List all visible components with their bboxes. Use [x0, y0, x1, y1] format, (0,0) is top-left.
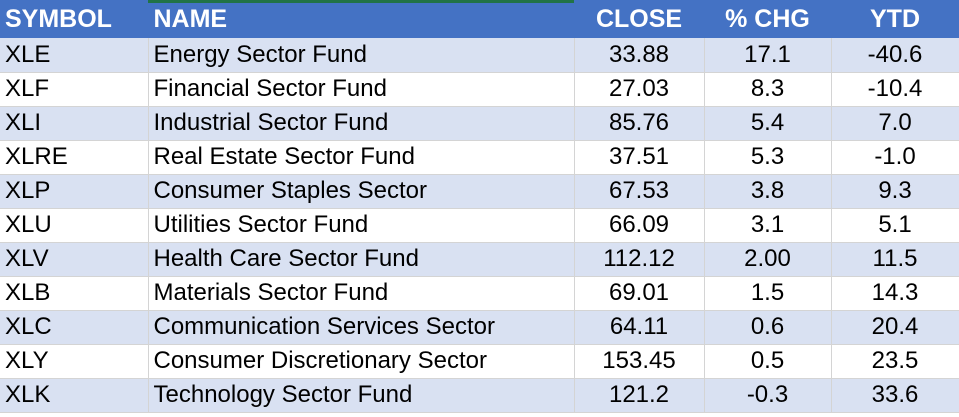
cell-pct-chg[interactable]: 8.3 — [704, 72, 832, 107]
cell-ytd[interactable]: 23.5 — [831, 344, 959, 379]
cell-close[interactable]: 112.12 — [574, 242, 705, 277]
cell-ytd[interactable]: 33.6 — [831, 378, 959, 413]
table-row: XLF Financial Sector Fund 27.03 8.3 -10.… — [0, 72, 959, 107]
cell-close[interactable]: 66.09 — [574, 208, 705, 243]
cell-ytd[interactable]: -1.0 — [831, 140, 959, 175]
table-row: XLU Utilities Sector Fund 66.09 3.1 5.1 — [0, 208, 959, 243]
cell-ytd[interactable]: 5.1 — [831, 208, 959, 243]
cell-symbol[interactable]: XLP — [0, 174, 149, 209]
cell-symbol[interactable]: XLI — [0, 106, 149, 141]
header-ytd[interactable]: YTD — [831, 0, 959, 38]
cell-close[interactable]: 37.51 — [574, 140, 705, 175]
cell-ytd[interactable]: 7.0 — [831, 106, 959, 141]
cell-pct-chg[interactable]: 2.00 — [704, 242, 832, 277]
cell-ytd[interactable]: 11.5 — [831, 242, 959, 277]
cell-name[interactable]: Energy Sector Fund — [148, 38, 575, 73]
cell-pct-chg[interactable]: 5.4 — [704, 106, 832, 141]
cell-close[interactable]: 67.53 — [574, 174, 705, 209]
cell-name[interactable]: Health Care Sector Fund — [148, 242, 575, 277]
cell-ytd[interactable]: 14.3 — [831, 276, 959, 311]
cell-close[interactable]: 69.01 — [574, 276, 705, 311]
cell-name[interactable]: Real Estate Sector Fund — [148, 140, 575, 175]
table-row: XLP Consumer Staples Sector 67.53 3.8 9.… — [0, 174, 959, 209]
table-row: XLI Industrial Sector Fund 85.76 5.4 7.0 — [0, 106, 959, 141]
cell-ytd[interactable]: 20.4 — [831, 310, 959, 345]
cell-pct-chg[interactable]: 3.8 — [704, 174, 832, 209]
table-row: XLY Consumer Discretionary Sector 153.45… — [0, 344, 959, 379]
cell-ytd[interactable]: -10.4 — [831, 72, 959, 107]
cell-close[interactable]: 33.88 — [574, 38, 705, 73]
header-pct-chg[interactable]: % CHG — [704, 0, 832, 38]
cell-name[interactable]: Communication Services Sector — [148, 310, 575, 345]
cell-symbol[interactable]: XLE — [0, 38, 149, 73]
cell-ytd[interactable]: 9.3 — [831, 174, 959, 209]
cell-symbol[interactable]: XLY — [0, 344, 149, 379]
cell-pct-chg[interactable]: 0.6 — [704, 310, 832, 345]
header-symbol[interactable]: SYMBOL — [0, 0, 149, 38]
column-selection-indicator — [148, 0, 574, 3]
cell-ytd[interactable]: -40.6 — [831, 38, 959, 73]
cell-name[interactable]: Consumer Staples Sector — [148, 174, 575, 209]
cell-symbol[interactable]: XLRE — [0, 140, 149, 175]
cell-name[interactable]: Financial Sector Fund — [148, 72, 575, 107]
cell-name[interactable]: Consumer Discretionary Sector — [148, 344, 575, 379]
table-row: XLV Health Care Sector Fund 112.12 2.00 … — [0, 242, 959, 277]
table-row: XLB Materials Sector Fund 69.01 1.5 14.3 — [0, 276, 959, 311]
cell-pct-chg[interactable]: 5.3 — [704, 140, 832, 175]
cell-pct-chg[interactable]: 3.1 — [704, 208, 832, 243]
cell-pct-chg[interactable]: 1.5 — [704, 276, 832, 311]
cell-pct-chg[interactable]: 17.1 — [704, 38, 832, 73]
cell-close[interactable]: 153.45 — [574, 344, 705, 379]
cell-name[interactable]: Industrial Sector Fund — [148, 106, 575, 141]
cell-close[interactable]: 121.2 — [574, 378, 705, 413]
cell-close[interactable]: 27.03 — [574, 72, 705, 107]
cell-symbol[interactable]: XLF — [0, 72, 149, 107]
cell-symbol[interactable]: XLU — [0, 208, 149, 243]
cell-symbol[interactable]: XLB — [0, 276, 149, 311]
table-row: XLE Energy Sector Fund 33.88 17.1 -40.6 — [0, 38, 959, 73]
cell-symbol[interactable]: XLV — [0, 242, 149, 277]
cell-close[interactable]: 64.11 — [574, 310, 705, 345]
header-close[interactable]: CLOSE — [574, 0, 705, 38]
table-row: XLRE Real Estate Sector Fund 37.51 5.3 -… — [0, 140, 959, 175]
cell-pct-chg[interactable]: -0.3 — [704, 378, 832, 413]
cell-name[interactable]: Materials Sector Fund — [148, 276, 575, 311]
cell-pct-chg[interactable]: 0.5 — [704, 344, 832, 379]
cell-name[interactable]: Utilities Sector Fund — [148, 208, 575, 243]
cell-name[interactable]: Technology Sector Fund — [148, 378, 575, 413]
cell-symbol[interactable]: XLK — [0, 378, 149, 413]
header-name[interactable]: NAME — [148, 0, 575, 38]
table-row: XLC Communication Services Sector 64.11 … — [0, 310, 959, 345]
table-row: XLK Technology Sector Fund 121.2 -0.3 33… — [0, 378, 959, 413]
cell-close[interactable]: 85.76 — [574, 106, 705, 141]
cell-symbol[interactable]: XLC — [0, 310, 149, 345]
header-row: SYMBOL NAME CLOSE % CHG YTD — [0, 0, 959, 38]
